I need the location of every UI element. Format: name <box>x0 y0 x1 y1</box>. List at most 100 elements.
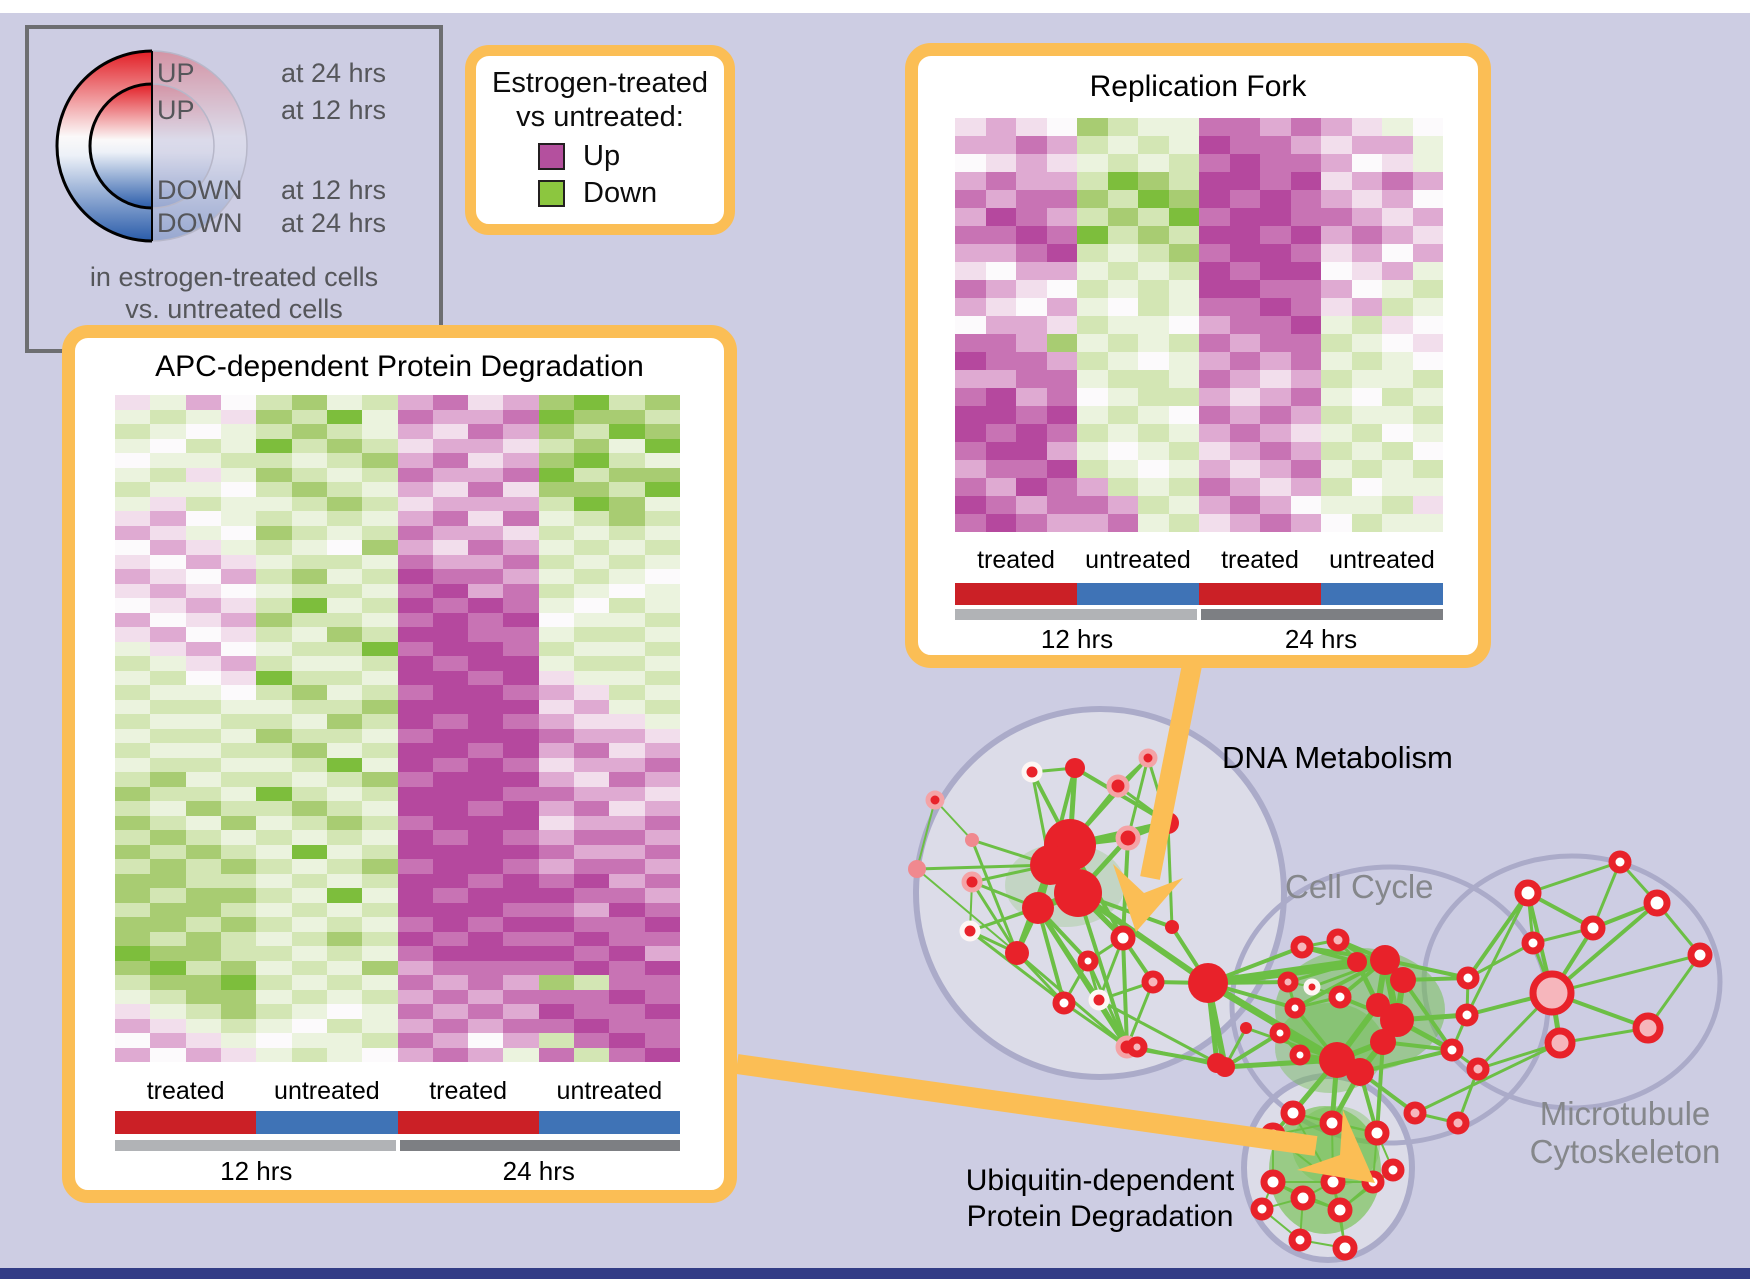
network-edge <box>1359 1048 1453 1074</box>
heatmap-cell <box>1016 262 1047 280</box>
heatmap-cell <box>220 511 257 526</box>
heatmap-cell <box>1168 370 1199 388</box>
heatmap-cell <box>503 525 539 540</box>
heatmap-cell <box>538 1018 575 1033</box>
heatmap-cell <box>609 598 645 613</box>
heatmap-cell <box>1260 478 1291 496</box>
heatmap-cell <box>538 975 575 990</box>
heatmap-cell <box>326 438 363 453</box>
heatmap-cell <box>1412 262 1443 280</box>
heatmap-cell <box>326 627 363 642</box>
heatmap-cell <box>503 888 539 903</box>
heatmap-cell <box>150 670 186 685</box>
network-node <box>1390 967 1416 993</box>
heatmap-cell <box>609 946 645 961</box>
network-node <box>1260 1169 1286 1195</box>
heatmap-cell <box>150 598 186 613</box>
network-node <box>1370 945 1400 975</box>
heatmap-cell <box>1382 406 1413 424</box>
heatmap-cell <box>468 540 504 555</box>
heatmap-cell <box>1229 244 1260 262</box>
heatmap-cell <box>1077 424 1108 442</box>
heatmap-cell <box>291 395 327 410</box>
heatmap-cell <box>432 946 469 961</box>
heatmap-cell <box>1077 514 1108 532</box>
network-node <box>1141 970 1165 994</box>
heatmap-cell <box>291 554 327 569</box>
heatmap-cell <box>220 902 257 917</box>
heatmap-cell <box>503 960 539 975</box>
heatmap-cell <box>985 478 1016 496</box>
heatmap-cell <box>1260 136 1291 154</box>
heatmap-cell <box>574 975 610 990</box>
heatmap-cell <box>1412 118 1443 136</box>
heatmap-cell <box>1016 442 1047 460</box>
heatmap-cell <box>1412 352 1443 370</box>
heatmap-cell <box>574 873 610 888</box>
heatmap-cell <box>362 1033 398 1048</box>
heatmap-cell <box>150 931 186 946</box>
network-edge <box>1465 892 1530 1016</box>
heatmap-cell <box>432 757 469 772</box>
estrogen-legend-box: Estrogen-treated vs untreated: Up Down <box>465 45 735 235</box>
heatmap-cell <box>1260 208 1291 226</box>
heatmap-cell <box>538 482 575 497</box>
heatmap-cell <box>468 801 504 816</box>
heatmap-cell <box>115 612 151 627</box>
heatmap-cell <box>150 453 186 468</box>
heatmap-cell <box>955 442 986 460</box>
heatmap-cell <box>468 598 504 613</box>
heatmap-cell <box>644 656 680 671</box>
heatmap-cell <box>538 1004 575 1019</box>
heatmap-cell <box>644 685 680 700</box>
heatmap-cell <box>397 685 433 700</box>
heatmap-cell <box>220 757 257 772</box>
heatmap-cell <box>150 656 186 671</box>
microtubule-cytoskeleton-label: Microtubule Cytoskeleton <box>1495 1095 1750 1170</box>
heatmap-cell <box>432 873 469 888</box>
heatmap-cell <box>150 583 186 598</box>
heatmap-cell <box>362 975 398 990</box>
heatmap-cell <box>1168 172 1199 190</box>
heatmap-cell <box>574 525 610 540</box>
heatmap-cell <box>326 786 363 801</box>
bottom-border-strip <box>0 1268 1750 1279</box>
network-edge <box>1467 941 1534 980</box>
heatmap-cell <box>326 772 363 787</box>
heatmap-cell <box>291 670 327 685</box>
heatmap-cell <box>256 714 292 729</box>
heatmap-cell <box>574 946 610 961</box>
heatmap-cell <box>185 395 221 410</box>
heatmap-cell <box>220 960 257 975</box>
heatmap-cell <box>326 859 363 874</box>
heatmap-cell <box>185 830 221 845</box>
heatmap-cell <box>1321 424 1352 442</box>
heatmap-cell <box>1229 226 1260 244</box>
heatmap-cell <box>574 569 610 584</box>
heatmap-cell <box>644 424 680 439</box>
heatmap-cell <box>1351 334 1382 352</box>
heatmap-cell <box>1046 334 1077 352</box>
heatmap-cell <box>256 1004 292 1019</box>
group-labels: treated untreated treated untreated <box>955 546 1443 575</box>
heatmap-cell <box>115 859 151 874</box>
heatmap-cell <box>185 482 221 497</box>
heatmap-cell <box>220 888 257 903</box>
heatmap-cell <box>326 830 363 845</box>
heatmap-cell <box>955 226 986 244</box>
heatmap-cell <box>432 888 469 903</box>
heatmap-cell <box>326 917 363 932</box>
heatmap-cell <box>115 815 151 830</box>
heatmap-cell <box>574 960 610 975</box>
heatmap-cell <box>1290 424 1321 442</box>
heatmap-cell <box>1351 118 1382 136</box>
heatmap-cell <box>644 409 680 424</box>
heatmap-cell <box>1107 442 1138 460</box>
heatmap-cell <box>1046 406 1077 424</box>
up-color-swatch <box>538 143 565 170</box>
heatmap-cell <box>115 801 151 816</box>
heatmap-cell <box>609 424 645 439</box>
heatmap-cell <box>115 453 151 468</box>
heatmap-cell <box>609 656 645 671</box>
